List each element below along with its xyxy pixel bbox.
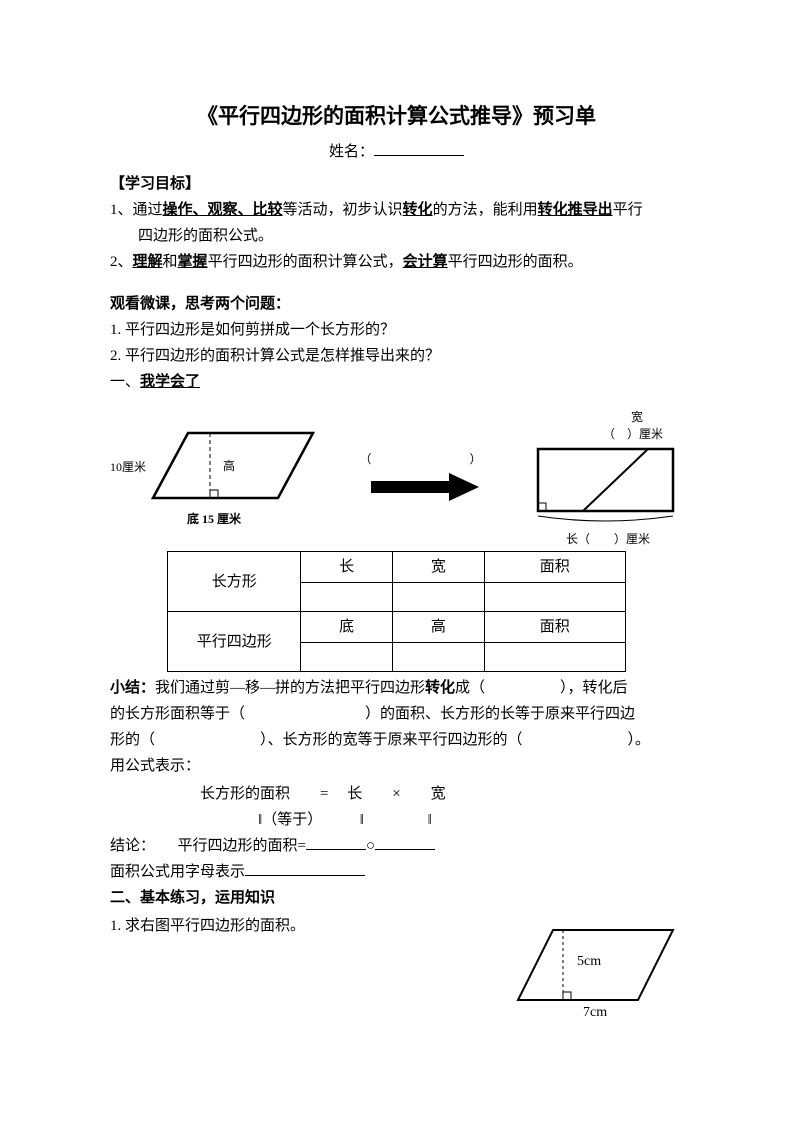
parallelogram-base-label: 底 15 厘米 bbox=[110, 510, 318, 529]
table-cell: 高 bbox=[393, 612, 485, 643]
name-line: 姓名： bbox=[110, 140, 683, 164]
diagram-row: 10厘米 高 底 15 厘米 （ ） 宽 （ ）厘米 bbox=[110, 408, 683, 550]
formula-line-2: ‖（等于） ‖ ‖ bbox=[110, 808, 683, 832]
goals-heading: 【学习目标】 bbox=[110, 172, 683, 196]
formula-intro: 用公式表示： bbox=[110, 754, 683, 778]
table-cell: 宽 bbox=[393, 552, 485, 583]
goal-1: 1、通过操作、观察、比较等活动，初步认识转化的方法，能利用转化推导出平行 bbox=[110, 198, 683, 222]
summary: 小结：我们通过剪—移—拼的方法把平行四边形转化成（ ），转化后 bbox=[110, 676, 683, 700]
exercise-base-label: 7cm bbox=[583, 1005, 607, 1020]
table-row-head: 平行四边形 bbox=[168, 612, 301, 672]
goal-1b: 四边形的面积公式。 bbox=[110, 224, 683, 248]
table-cell: 面积 bbox=[484, 552, 625, 583]
goal1-ops: 操作、观察、比较 bbox=[163, 202, 283, 218]
rectangle-width-blank: （ ）厘米 bbox=[533, 425, 683, 444]
table-cell: 长 bbox=[301, 552, 393, 583]
name-blank[interactable] bbox=[374, 141, 464, 156]
transform-arrow: （ ） bbox=[360, 450, 492, 507]
question-1: 1. 平行四边形是如何剪拼成一个长方形的？ bbox=[110, 318, 683, 342]
name-label: 姓名： bbox=[329, 144, 374, 160]
summary-line-3: 形的（ ）、长方形的宽等于原来平行四边形的（ ）。 bbox=[110, 728, 683, 752]
letters-line: 面积公式用字母表示 bbox=[110, 860, 683, 884]
question-2: 2. 平行四边形的面积计算公式是怎样推导出来的？ bbox=[110, 344, 683, 368]
parallelogram-svg: 高 bbox=[148, 428, 318, 508]
parallelogram-height-char: 高 bbox=[223, 458, 235, 473]
rectangle-svg bbox=[533, 444, 683, 524]
table-cell: 面积 bbox=[484, 612, 625, 643]
conclusion-blank-1[interactable] bbox=[306, 835, 366, 850]
section-1-heading: 一、我学会了 bbox=[110, 370, 683, 394]
goal-2: 2、理解和掌握平行四边形的面积计算公式，会计算平行四边形的面积。 bbox=[110, 250, 683, 274]
goal1-transform-derive: 转化推导出 bbox=[538, 202, 613, 218]
comparison-table: 长方形 长 宽 面积 平行四边形 底 高 面积 bbox=[167, 551, 625, 672]
rectangle-length-label: 长（ ）厘米 bbox=[533, 530, 683, 549]
table-row-head: 长方形 bbox=[168, 552, 301, 612]
arrow-label: （ ） bbox=[360, 450, 492, 469]
rectangle-figure: 宽 （ ）厘米 长（ ）厘米 bbox=[533, 408, 683, 550]
table-cell: 底 bbox=[301, 612, 393, 643]
table-cell[interactable] bbox=[393, 643, 485, 672]
section-2-heading: 二、基本练习，运用知识 bbox=[110, 886, 683, 910]
exercise-parallelogram-svg: 5cm 7cm bbox=[513, 920, 683, 1020]
goal1-transform: 转化 bbox=[403, 202, 433, 218]
table-row: 长方形 长 宽 面积 bbox=[168, 552, 625, 583]
conclusion-blank-2[interactable] bbox=[375, 835, 435, 850]
table-cell[interactable] bbox=[301, 583, 393, 612]
arrow-icon bbox=[371, 471, 481, 501]
summary-line-2: 的长方形面积等于（ ）的面积、长方形的长等于原来平行四边 bbox=[110, 702, 683, 726]
parallelogram-side-label: 10厘米 bbox=[110, 458, 146, 477]
watch-heading: 观看微课，思考两个问题： bbox=[110, 292, 683, 316]
table-cell[interactable] bbox=[484, 583, 625, 612]
table-cell[interactable] bbox=[484, 643, 625, 672]
exercise-height-label: 5cm bbox=[577, 954, 601, 969]
conclusion-line: 结论： 平行四边形的面积=○ bbox=[110, 834, 683, 858]
table-cell[interactable] bbox=[393, 583, 485, 612]
table-cell[interactable] bbox=[301, 643, 393, 672]
formula-line-1: 长方形的面积 = 长 × 宽 bbox=[110, 782, 683, 806]
table-row: 平行四边形 底 高 面积 bbox=[168, 612, 625, 643]
exercise-1-figure: 5cm 7cm bbox=[513, 920, 683, 1028]
parallelogram-figure: 10厘米 高 底 15 厘米 bbox=[110, 428, 318, 529]
exercise-1-text: 1. 求右图平行四边形的面积。 bbox=[110, 914, 483, 938]
letters-blank[interactable] bbox=[245, 861, 365, 876]
page-title: 《平行四边形的面积计算公式推导》预习单 bbox=[110, 100, 683, 134]
